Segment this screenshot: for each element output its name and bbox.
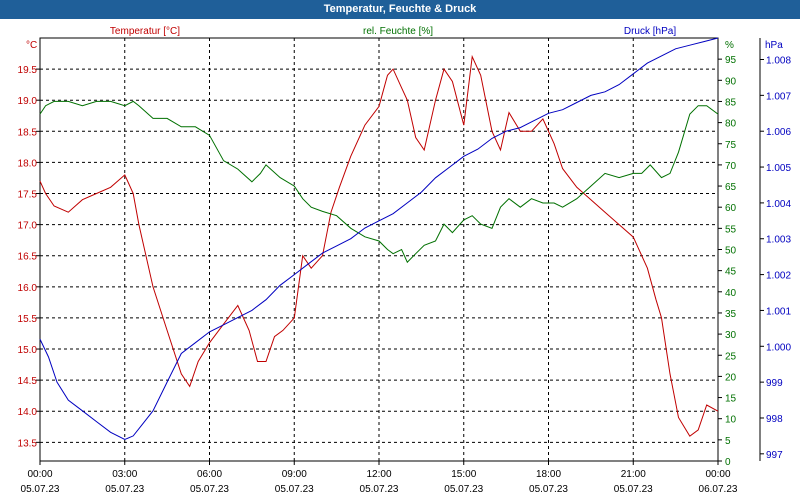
- pressure-tick-label: 1.005: [766, 163, 791, 174]
- x-tick-label-date: 05.07.23: [444, 484, 483, 495]
- pressure-tick-label: 1.000: [766, 342, 791, 353]
- humidity-axis-unit: %: [725, 40, 734, 51]
- plot-background: [0, 19, 800, 500]
- humidity-tick-label: 0: [725, 457, 731, 468]
- humidity-tick-label: 30: [725, 330, 737, 341]
- pressure-tick-label: 1.002: [766, 271, 791, 282]
- temperature-tick-label: 17.0: [18, 221, 38, 232]
- humidity-tick-label: 25: [725, 351, 737, 362]
- pressure-tick-label: 1.004: [766, 199, 791, 210]
- temperature-tick-label: 15.0: [18, 345, 38, 356]
- temperature-tick-label: 19.5: [18, 65, 38, 76]
- x-tick-label-time: 06:00: [197, 469, 222, 480]
- pressure-series-line: [39, 37, 719, 441]
- series-lines: [39, 37, 719, 441]
- humidity-tick-label: 60: [725, 203, 737, 214]
- axes: 00:00 05.07.23 03:00 05.07.23 06:00 05.07.23 0…: [18, 37, 791, 495]
- temperature-tick-label: 14.5: [18, 376, 38, 387]
- temperature-tick-label: 17.5: [18, 190, 38, 201]
- humidity-tick-label: 55: [725, 224, 737, 235]
- pressure-tick-label: 998: [766, 414, 783, 425]
- humidity-axis-label: rel. Feuchte [%]: [363, 26, 433, 37]
- x-tick-label-date: 05.07.23: [360, 484, 399, 495]
- pressure-tick-label: 999: [766, 378, 783, 389]
- temperature-tick-label: 13.5: [18, 438, 38, 449]
- x-tick-label-date: 05.07.23: [105, 484, 144, 495]
- humidity-tick-label: 65: [725, 182, 737, 193]
- pressure-tick-label: 1.007: [766, 91, 791, 102]
- grid-lines: [40, 38, 718, 461]
- humidity-tick-label: 45: [725, 267, 737, 278]
- humidity-tick-label: 50: [725, 246, 737, 257]
- temperature-tick-label: 16.5: [18, 252, 38, 263]
- humidity-tick-label: 15: [725, 394, 737, 405]
- humidity-tick-label: 20: [725, 372, 737, 383]
- x-tick-label-time: 18:00: [536, 469, 561, 480]
- pressure-axis-unit: hPa: [765, 40, 783, 51]
- x-tick-label-time: 15:00: [451, 469, 476, 480]
- pressure-tick-label: 1.003: [766, 235, 791, 246]
- temperature-axis-unit: °C: [26, 40, 37, 51]
- humidity-tick-label: 35: [725, 309, 737, 320]
- temperature-axis-label: Temperatur [°C]: [110, 26, 180, 37]
- temperature-tick-label: 14.0: [18, 407, 38, 418]
- temperature-tick-label: 15.5: [18, 314, 38, 325]
- humidity-tick-label: 90: [725, 76, 737, 87]
- pressure-tick-label: 1.008: [766, 56, 791, 67]
- x-tick-label-time: 21:00: [621, 469, 646, 480]
- temperature-tick-label: 18.5: [18, 127, 38, 138]
- x-tick-label-date: 05.07.23: [190, 484, 229, 495]
- humidity-tick-label: 70: [725, 161, 737, 172]
- x-tick-label-date: 05.07.23: [21, 484, 60, 495]
- x-tick-label-date: 05.07.23: [275, 484, 314, 495]
- x-tick-label-time: 00:00: [705, 469, 730, 480]
- x-tick-label-time: 09:00: [282, 469, 307, 480]
- pressure-tick-label: 1.001: [766, 306, 791, 317]
- humidity-tick-label: 85: [725, 97, 737, 108]
- pressure-tick-label: 997: [766, 450, 783, 461]
- humidity-tick-label: 75: [725, 140, 737, 151]
- temperature-tick-label: 16.0: [18, 283, 38, 294]
- x-tick-label-date: 05.07.23: [529, 484, 568, 495]
- x-tick-label-time: 12:00: [366, 469, 391, 480]
- pressure-axis-label: Druck [hPa]: [624, 26, 676, 37]
- temperature-tick-label: 18.0: [18, 158, 38, 169]
- temperature-tick-label: 19.0: [18, 96, 38, 107]
- humidity-tick-label: 80: [725, 119, 737, 130]
- chart-title: Temperatur, Feuchte & Druck: [0, 0, 800, 19]
- x-tick-label-date: 05.07.23: [614, 484, 653, 495]
- humidity-tick-label: 10: [725, 415, 737, 426]
- humidity-series-line: [39, 100, 719, 264]
- humidity-tick-label: 5: [725, 436, 731, 447]
- x-tick-label-time: 03:00: [112, 469, 137, 480]
- humidity-tick-label: 95: [725, 55, 737, 66]
- x-tick-label-date: 06.07.23: [699, 484, 738, 495]
- x-tick-label-time: 00:00: [27, 469, 52, 480]
- temperature-series-line: [39, 54, 719, 437]
- axis-labels: °C Temperatur [°C] rel. Feuchte [%] Druc…: [26, 26, 783, 51]
- pressure-tick-label: 1.006: [766, 127, 791, 138]
- humidity-tick-label: 40: [725, 288, 737, 299]
- plot-frame: [39, 37, 719, 462]
